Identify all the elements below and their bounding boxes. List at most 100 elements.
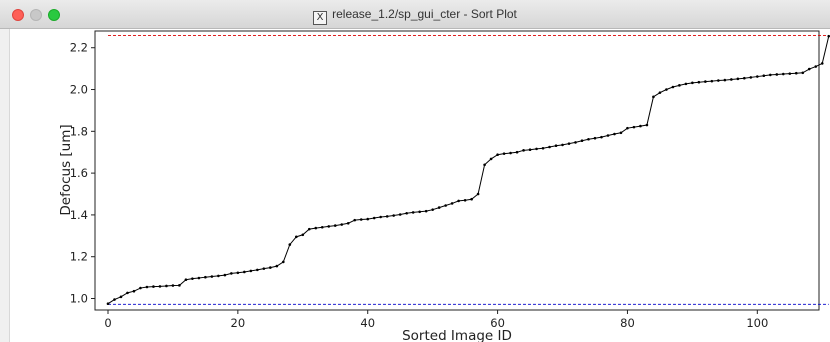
y-tick-label: 2.2 [70, 41, 88, 55]
data-point [561, 143, 564, 147]
data-point [106, 302, 110, 306]
data-point [762, 74, 766, 78]
data-point [437, 206, 441, 209]
data-point [139, 286, 142, 290]
y-tick-label: 1.0 [70, 292, 88, 306]
x-tick-label: 40 [360, 316, 375, 330]
data-point [801, 71, 805, 75]
data-point [697, 80, 701, 84]
data-point [775, 73, 779, 76]
maximize-window-button[interactable] [48, 9, 60, 21]
y-tick-label: 1.6 [70, 166, 88, 180]
x-tick-label: 100 [746, 316, 768, 330]
data-point [152, 285, 155, 288]
data-point [275, 264, 279, 268]
data-point [723, 78, 727, 82]
window-title-text: release_1.2/sp_gui_cter - Sort Plot [332, 7, 517, 21]
data-point [749, 76, 753, 79]
data-point [554, 144, 558, 148]
data-point [288, 243, 292, 246]
data-point [671, 85, 675, 89]
data-point [217, 274, 220, 278]
data-point [788, 72, 792, 75]
data-point [385, 215, 389, 218]
data-point [249, 269, 253, 273]
data-point [372, 216, 376, 220]
y-tick-label: 1.4 [70, 208, 88, 222]
data-point [684, 82, 688, 86]
data-point [197, 276, 201, 280]
data-point [535, 147, 538, 151]
data-point [444, 204, 447, 207]
data-point [450, 202, 454, 205]
x-tick-label: 20 [231, 316, 246, 330]
y-tick-label: 1.2 [70, 250, 88, 264]
data-point [184, 278, 188, 281]
close-window-button[interactable] [12, 9, 24, 21]
data-point [126, 291, 129, 295]
data-point [619, 131, 623, 135]
x-axis-label: Sorted Image ID [402, 328, 512, 342]
data-point [340, 223, 344, 226]
data-point [307, 227, 311, 231]
data-point [476, 192, 480, 196]
data-point [781, 72, 785, 76]
data-point [191, 277, 194, 280]
data-point [645, 123, 649, 127]
data-point [158, 285, 162, 288]
data-point [269, 266, 272, 269]
data-point [314, 226, 318, 230]
data-point [463, 198, 467, 202]
data-point [165, 284, 168, 288]
x-tick-label: 80 [620, 316, 635, 330]
data-point [145, 285, 149, 289]
data-point [567, 142, 571, 145]
data-point [210, 275, 214, 278]
data-point [769, 73, 772, 77]
data-point [593, 136, 597, 140]
data-point [489, 157, 493, 161]
data-point [320, 225, 324, 229]
data-point [717, 79, 720, 82]
data-point [502, 152, 506, 155]
data-point [418, 210, 421, 214]
data-point [119, 295, 123, 299]
data-point [359, 218, 363, 221]
data-point [528, 148, 532, 152]
data-point [470, 197, 473, 201]
data-point [509, 151, 512, 155]
data-point [327, 225, 331, 228]
data-point [730, 78, 733, 81]
data-point [346, 221, 350, 225]
data-point [411, 211, 415, 214]
data-point [632, 125, 636, 129]
minimize-window-button[interactable] [30, 9, 42, 21]
data-point [756, 75, 759, 78]
data-point [613, 132, 616, 136]
data-point [541, 146, 545, 150]
data-point [606, 134, 610, 137]
data-point [431, 208, 434, 211]
data-point [587, 137, 590, 141]
data-point [600, 135, 603, 139]
data-point [113, 298, 116, 301]
data-point [398, 213, 402, 216]
data-point [353, 218, 357, 222]
data-point [457, 199, 460, 203]
data-point [736, 77, 740, 81]
plot-area [94, 30, 820, 311]
data-point [405, 211, 408, 215]
data-point [827, 34, 830, 38]
data-point [379, 215, 383, 219]
data-point [522, 149, 525, 152]
y-tick-label: 2.0 [70, 83, 88, 97]
window-left-edge [0, 29, 10, 342]
data-point [178, 284, 181, 287]
data-point [515, 150, 519, 154]
data-point [132, 289, 136, 293]
data-point [807, 67, 811, 71]
data-point [496, 153, 499, 157]
